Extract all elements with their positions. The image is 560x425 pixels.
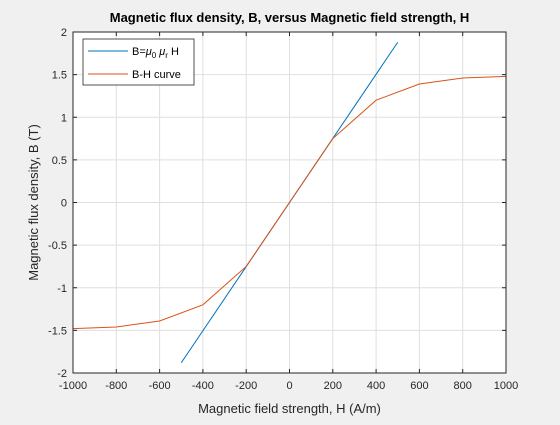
x-tick-label: -200 bbox=[235, 380, 257, 392]
series-bh-curve-line bbox=[72, 75, 507, 330]
y-tick-label: 1.5 bbox=[52, 70, 67, 82]
tick-labels: -1000 -800 -600 -400 -200 0 200 400 600 800 1000-2… bbox=[48, 27, 518, 392]
x-axis-label: Magnetic field strength, H (A/m) bbox=[198, 401, 381, 416]
x-tick-label: -400 bbox=[192, 380, 214, 392]
x-tick-label: -1000 bbox=[59, 380, 87, 392]
x-tick-label: 400 bbox=[367, 380, 385, 392]
chart-title: Magnetic flux density, B, versus Magneti… bbox=[110, 10, 470, 25]
x-tick-label: 1000 bbox=[494, 380, 518, 392]
x-tick-label: -800 bbox=[105, 380, 127, 392]
y-tick-label: 0 bbox=[61, 198, 67, 210]
x-tick-label: 200 bbox=[324, 380, 342, 392]
y-axis-label: Magnetic flux density, B (T) bbox=[26, 124, 41, 281]
y-tick-label: -0.5 bbox=[48, 240, 67, 252]
x-tick-label: 600 bbox=[410, 380, 428, 392]
ticks bbox=[72, 31, 507, 374]
x-tick-label: -600 bbox=[149, 380, 171, 392]
legend-linear-suffix: H bbox=[171, 46, 179, 58]
y-tick-label: -2 bbox=[57, 368, 67, 380]
legend-label-bh-curve: B-H curve bbox=[132, 69, 181, 81]
x-tick-label: 800 bbox=[454, 380, 472, 392]
y-tick-label: 1 bbox=[61, 112, 67, 124]
y-tick-label: -1.5 bbox=[48, 325, 67, 337]
legend-mu0-subscript: 0 bbox=[152, 51, 157, 60]
legend-mu-r: μ bbox=[158, 46, 165, 58]
legend-mur-subscript: r bbox=[165, 51, 168, 60]
x-tick-label: 0 bbox=[286, 380, 292, 392]
legend-label-linear: B=μ0 μr H bbox=[132, 46, 179, 60]
legend-mu-0: μ bbox=[145, 46, 152, 58]
y-tick-label: -1 bbox=[57, 283, 67, 295]
series-layer bbox=[72, 41, 507, 364]
legend: B=μ0 μr H B-H curve bbox=[82, 38, 195, 86]
y-tick-label: 0.5 bbox=[52, 155, 67, 167]
y-tick-label: 2 bbox=[61, 27, 67, 39]
legend-box bbox=[82, 38, 195, 86]
legend-linear-prefix: B= bbox=[132, 46, 146, 58]
